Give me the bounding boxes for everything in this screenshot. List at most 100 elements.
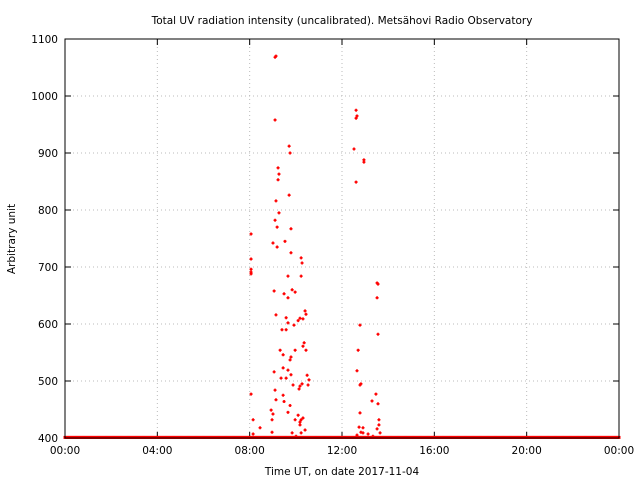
data-point: [291, 383, 295, 387]
data-point: [378, 431, 382, 435]
data-point: [294, 434, 298, 438]
data-point: [292, 323, 296, 327]
data-point: [297, 387, 301, 391]
data-point: [281, 366, 285, 370]
data-point: [270, 430, 274, 434]
y-tick-label: 900: [38, 148, 58, 160]
data-point: [375, 296, 379, 300]
y-axis-label: Arbitrary unit: [6, 204, 18, 274]
data-point: [288, 151, 292, 155]
data-point: [298, 420, 302, 424]
data-point: [277, 211, 281, 215]
x-axis-label: Time UT, on date 2017-11-04: [264, 466, 420, 478]
data-point: [299, 418, 303, 422]
x-tick-label: 08:00: [235, 445, 265, 457]
data-point: [305, 373, 309, 377]
data-point: [289, 373, 293, 377]
data-point: [290, 288, 294, 292]
data-point: [304, 312, 308, 316]
data-point: [296, 319, 300, 323]
y-tick-label: 1100: [31, 34, 58, 46]
data-point: [273, 388, 277, 392]
data-point: [286, 296, 290, 300]
data-point: [301, 344, 305, 348]
data-point: [283, 239, 287, 243]
data-point: [301, 416, 305, 420]
data-point: [269, 408, 273, 412]
data-point: [278, 348, 282, 352]
data-point: [355, 114, 359, 118]
data-point: [306, 383, 310, 387]
data-point: [303, 428, 307, 432]
data-point: [300, 261, 304, 265]
data-point: [361, 431, 365, 435]
x-tick-label: 16:00: [419, 445, 449, 457]
data-point: [276, 166, 280, 170]
chart-title: Total UV radiation intensity (uncalibrat…: [151, 15, 533, 27]
data-point: [293, 418, 297, 422]
data-point: [375, 427, 379, 431]
data-point: [286, 321, 290, 325]
data-point: [304, 348, 308, 352]
x-tick-label: 04:00: [142, 445, 172, 457]
data-point: [272, 370, 276, 374]
data-point: [361, 426, 365, 430]
data-point: [362, 160, 366, 164]
data-point: [287, 193, 291, 197]
data-point: [299, 431, 303, 435]
data-point: [275, 225, 279, 229]
data-point: [273, 118, 277, 122]
data-point: [355, 433, 359, 437]
data-point: [249, 392, 253, 396]
data-point: [249, 232, 253, 236]
data-point: [281, 393, 285, 397]
data-point: [286, 274, 290, 278]
data-point: [298, 423, 302, 427]
data-point: [352, 147, 356, 151]
data-point: [274, 398, 278, 402]
y-tick-label: 1000: [31, 91, 58, 103]
data-point: [374, 392, 378, 396]
data-point: [354, 180, 358, 184]
data-point: [377, 423, 381, 427]
data-point: [370, 399, 374, 403]
data-point: [271, 412, 275, 416]
data-point: [284, 328, 288, 332]
data-point: [298, 384, 302, 388]
data-point: [296, 413, 300, 417]
data-point: [376, 282, 380, 286]
data-point: [358, 323, 362, 327]
axis-ticks: 400 500 600 700 800 900 1000 1100 00:00 04:00 08:0…: [31, 34, 634, 457]
data-point: [274, 199, 278, 203]
data-point: [298, 316, 302, 320]
data-point: [274, 54, 278, 58]
data-point: [354, 116, 358, 120]
data-point: [275, 245, 279, 249]
data-point: [356, 348, 360, 352]
y-tick-label: 800: [38, 205, 58, 217]
data-point: [290, 431, 294, 435]
data-point: [272, 289, 276, 293]
data-point: [376, 332, 380, 336]
data-point: [281, 353, 285, 357]
y-tick-label: 400: [38, 433, 58, 445]
data-point: [303, 309, 307, 313]
data-point: [301, 317, 305, 321]
x-tick-label: 12:00: [327, 445, 357, 457]
data-point: [293, 348, 297, 352]
data-point: [371, 434, 375, 438]
data-point: [276, 178, 280, 182]
data-point: [289, 227, 293, 231]
data-point: [289, 355, 293, 359]
data-point: [286, 410, 290, 414]
grid-lines: [65, 39, 619, 438]
data-point: [251, 418, 255, 422]
data-point: [249, 257, 253, 261]
data-point: [289, 251, 293, 255]
y-tick-label: 600: [38, 319, 58, 331]
y-tick-label: 500: [38, 376, 58, 388]
data-point: [282, 400, 286, 404]
data-point: [354, 108, 358, 112]
data-point: [376, 402, 380, 406]
